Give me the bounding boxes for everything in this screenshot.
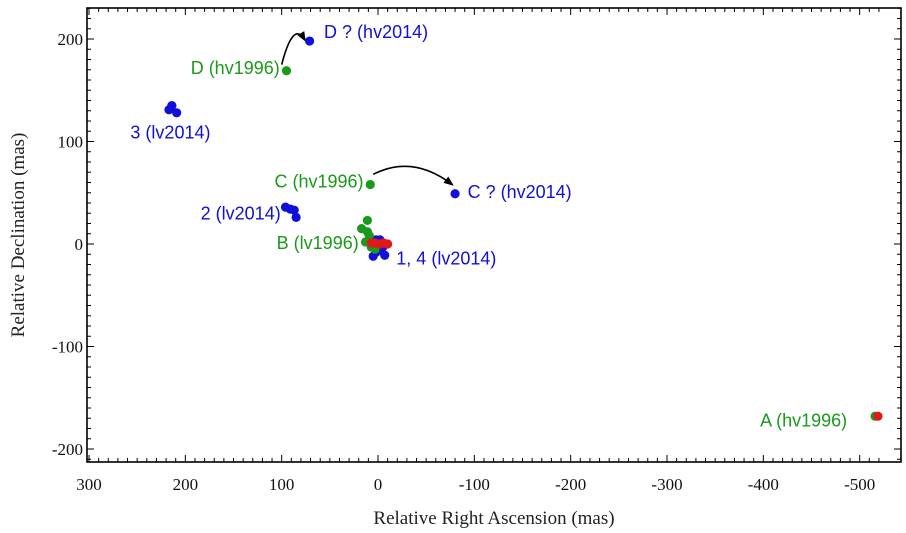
x-tick-label: -100: [459, 475, 490, 494]
data-point: [289, 205, 299, 215]
data-point: [362, 215, 373, 226]
arrow: [280, 31, 306, 65]
annotation-label: 2 (lv2014): [201, 203, 281, 223]
y-tick-label: 200: [58, 30, 84, 49]
y-tick-label: 0: [75, 235, 84, 254]
x-tick-label: 300: [76, 475, 102, 494]
y-tick-label: -100: [52, 338, 83, 357]
annotation-label: B (lv1996): [277, 233, 359, 253]
data-point: [873, 411, 883, 421]
data-point: [364, 231, 374, 241]
data-point: [305, 36, 315, 46]
y-axis-title: Relative Declination (mas): [8, 133, 29, 338]
x-tick-label: -200: [555, 475, 586, 494]
data-point: [450, 189, 460, 199]
annotation-label: C (hv1996): [275, 172, 364, 192]
x-axis-title: Relative Right Ascension (mas): [373, 508, 614, 529]
data-point: [167, 101, 177, 111]
x-tick-label: 200: [173, 475, 199, 494]
annotation-label: A (hv1996): [760, 410, 847, 430]
data-point: [172, 108, 182, 118]
arrow: [372, 165, 454, 186]
x-tick-label: 0: [374, 475, 383, 494]
annotation-label: 3 (lv2014): [130, 122, 210, 142]
annotation-label: C ? (hv2014): [468, 182, 572, 202]
arrows-layer: [280, 31, 454, 186]
data-point: [365, 179, 375, 190]
x-tick-label: -400: [748, 475, 779, 494]
annotation-label: D ? (hv2014): [324, 22, 428, 42]
data-points-layer: [164, 36, 883, 421]
annotation-label: D (hv1996): [191, 58, 280, 78]
x-tick-label: 100: [269, 475, 295, 494]
annotations-layer: D ? (hv2014) D (hv1996) 3 (lv2014) C (hv199…: [130, 22, 847, 430]
data-point: [368, 251, 378, 261]
data-point: [281, 66, 292, 76]
y-tick-label: -200: [52, 440, 83, 459]
x-tick-label: -500: [844, 475, 875, 494]
x-tick-label: -300: [651, 475, 682, 494]
annotation-label: 1, 4 (lv2014): [396, 249, 496, 269]
data-point: [291, 212, 301, 222]
y-tick-label: 100: [58, 133, 84, 152]
data-point: [383, 239, 393, 249]
y-axis-ticks: -200 -100 0 100 200: [52, 7, 901, 460]
x-axis-ticks: 300 200 100 0 -100 -200 -300 -400 -500: [76, 8, 880, 494]
